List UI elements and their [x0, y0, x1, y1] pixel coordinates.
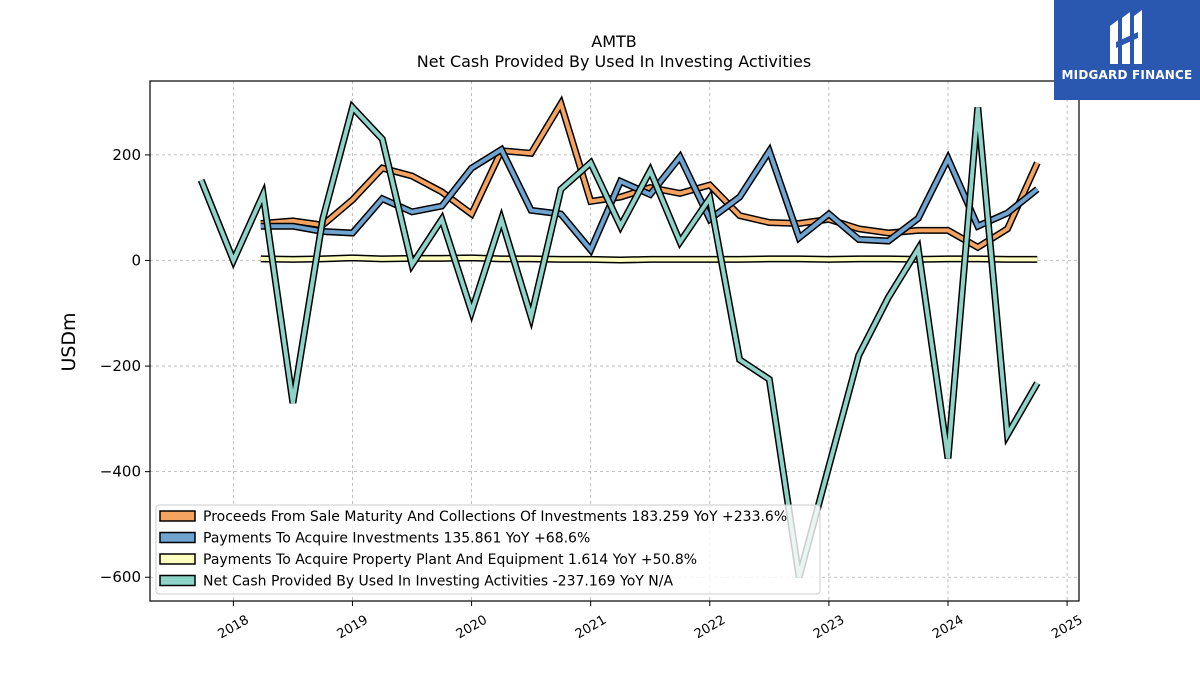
- x-axis: 2018 2019 2020 2021 2022 2023 2024 2025: [216, 601, 1085, 643]
- legend-swatch: [159, 510, 196, 522]
- y-tick-label: −400: [100, 463, 141, 481]
- x-tick-label: 2020: [454, 613, 490, 643]
- legend-label: Payments To Acquire Property Plant And E…: [203, 552, 697, 568]
- x-tick-label: 2022: [692, 613, 728, 643]
- legend: Proceeds From Sale Maturity And Collecti…: [155, 504, 821, 595]
- series-2: [260, 143, 1040, 257]
- chart-title: AMTB: [591, 32, 637, 51]
- chart-subtitle: Net Cash Provided By Used In Investing A…: [417, 52, 811, 71]
- series-4: [197, 100, 1041, 579]
- x-tick-label: 2024: [930, 613, 966, 643]
- legend-swatch: [159, 574, 196, 587]
- legend-label: Payments To Acquire Investments 135.861 …: [203, 531, 590, 547]
- series-line: [199, 103, 1040, 578]
- series-line: [260, 146, 1039, 254]
- brand-logo-mark-icon: [1110, 10, 1142, 64]
- x-tick-label: 2025: [1049, 613, 1085, 643]
- brand-name: MIDGARD FINANCE: [1061, 68, 1193, 82]
- plot-frame: [149, 80, 1080, 602]
- legend-label: Proceeds From Sale Maturity And Collecti…: [203, 509, 787, 525]
- legend-swatch: [159, 553, 196, 565]
- x-tick-label: 2021: [573, 613, 609, 643]
- legend-label: Net Cash Provided By Used In Investing A…: [203, 574, 673, 590]
- series-layer: [197, 95, 1041, 579]
- legend-swatch: [159, 531, 196, 544]
- y-axis-label: USDm: [58, 312, 80, 371]
- x-tick-label: 2023: [811, 613, 847, 643]
- y-tick-label: 0: [131, 251, 141, 269]
- legend-box: [155, 504, 821, 595]
- y-tick-label: −200: [100, 357, 141, 375]
- y-tick-label: 200: [112, 146, 141, 164]
- brand-logo: MIDGARD FINANCE: [1054, 0, 1200, 100]
- y-tick-label: −600: [100, 568, 141, 586]
- series-line-outline: [260, 143, 1040, 257]
- x-tick-label: 2019: [335, 613, 371, 643]
- y-axis: 200 0 −200 −400 −600: [100, 146, 150, 586]
- x-tick-label: 2018: [216, 613, 252, 643]
